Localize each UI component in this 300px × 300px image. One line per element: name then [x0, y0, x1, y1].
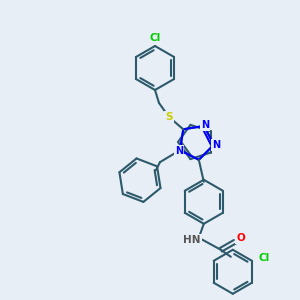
Text: N: N — [212, 140, 220, 150]
Text: Cl: Cl — [149, 33, 161, 43]
Text: N: N — [201, 120, 209, 130]
Text: HN: HN — [183, 235, 201, 245]
Text: S: S — [165, 112, 173, 122]
Text: N: N — [175, 146, 183, 156]
Text: O: O — [236, 233, 245, 243]
Text: Cl: Cl — [258, 253, 269, 263]
